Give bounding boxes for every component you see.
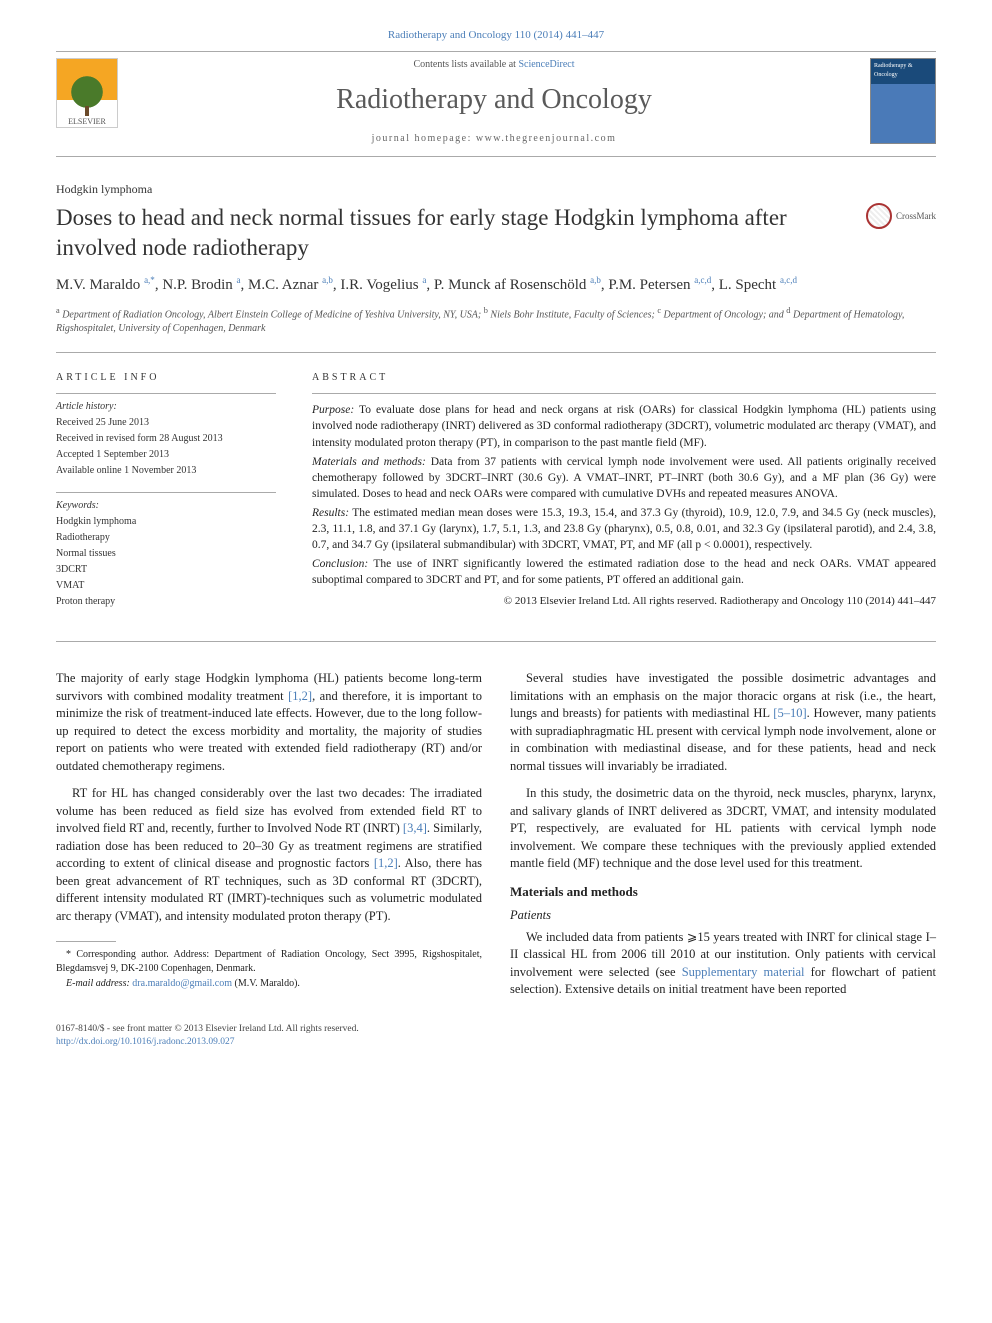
crossmark-icon	[866, 203, 892, 229]
body-paragraph: Several studies have investigated the po…	[510, 670, 936, 775]
section-heading: Materials and methods	[510, 883, 936, 901]
publisher-label: ELSEVIER	[68, 116, 106, 127]
homepage-line: journal homepage: www.thegreenjournal.co…	[132, 132, 856, 146]
authors-list: M.V. Maraldo a,*, N.P. Brodin a, M.C. Az…	[56, 274, 936, 297]
citation-line: Radiotherapy and Oncology 110 (2014) 441…	[56, 28, 936, 43]
keyword: Hodgkin lymphoma	[56, 515, 276, 529]
article-history-block: Article history: Received 25 June 2013 R…	[56, 393, 276, 478]
homepage-prefix: journal homepage:	[372, 133, 476, 144]
history-label: Article history:	[56, 400, 276, 414]
abstract-results: The estimated median mean doses were 15.…	[312, 507, 936, 551]
history-item: Received 25 June 2013	[56, 416, 276, 430]
elsevier-logo: ELSEVIER	[56, 58, 118, 128]
footnotes: * Corresponding author. Address: Departm…	[56, 948, 482, 991]
body-paragraph: In this study, the dosimetric data on th…	[510, 785, 936, 873]
keyword: Normal tissues	[56, 547, 276, 561]
contents-line: Contents lists available at ScienceDirec…	[132, 58, 856, 72]
history-item: Available online 1 November 2013	[56, 464, 276, 478]
email-label: E-mail address:	[66, 978, 130, 989]
body-paragraph: RT for HL has changed considerably over …	[56, 785, 482, 925]
journal-name: Radiotherapy and Oncology	[132, 80, 856, 119]
body-paragraph: The majority of early stage Hodgkin lymp…	[56, 670, 482, 775]
article-title: Doses to head and neck normal tissues fo…	[56, 203, 816, 262]
abstract-conclusion: The use of INRT significantly lowered th…	[312, 558, 936, 586]
email-link[interactable]: dra.maraldo@gmail.com	[132, 978, 232, 989]
keyword: 3DCRT	[56, 563, 276, 577]
article-info-heading: ARTICLE INFO	[56, 371, 276, 385]
journal-header: ELSEVIER Contents lists available at Sci…	[56, 51, 936, 156]
abstract-heading: ABSTRACT	[312, 371, 936, 385]
footnote-separator	[56, 941, 116, 942]
body-paragraph: We included data from patients ⩾15 years…	[510, 929, 936, 999]
crossmark-label: CrossMark	[896, 210, 936, 223]
front-matter-line: 0167-8140/$ - see front matter © 2013 El…	[56, 1023, 359, 1036]
sciencedirect-link[interactable]: ScienceDirect	[518, 59, 574, 70]
email-line: E-mail address: dra.maraldo@gmail.com (M…	[56, 977, 482, 991]
article-info-column: ARTICLE INFO Article history: Received 2…	[56, 371, 276, 623]
keywords-label: Keywords:	[56, 499, 276, 513]
abstract-purpose: To evaluate dose plans for head and neck…	[312, 404, 936, 448]
contents-prefix: Contents lists available at	[413, 59, 518, 70]
abstract-column: ABSTRACT Purpose: To evaluate dose plans…	[312, 371, 936, 623]
article-body: The majority of early stage Hodgkin lymp…	[56, 670, 936, 1000]
page-footer: 0167-8140/$ - see front matter © 2013 El…	[56, 1023, 936, 1050]
crossmark-badge[interactable]: CrossMark	[866, 203, 936, 229]
abstract-body: Purpose: To evaluate dose plans for head…	[312, 393, 936, 609]
abstract-copyright: © 2013 Elsevier Ireland Ltd. All rights …	[312, 594, 936, 609]
journal-header-center: Contents lists available at ScienceDirec…	[132, 58, 856, 145]
corresponding-author: * Corresponding author. Address: Departm…	[56, 948, 482, 975]
history-item: Received in revised form 28 August 2013	[56, 432, 276, 446]
journal-cover-thumbnail: Radiotherapy & Oncology	[870, 58, 936, 144]
history-item: Accepted 1 September 2013	[56, 448, 276, 462]
keyword: Radiotherapy	[56, 531, 276, 545]
keyword: VMAT	[56, 579, 276, 593]
keyword: Proton therapy	[56, 595, 276, 609]
email-suffix: (M.V. Maraldo).	[232, 978, 300, 989]
subsection-heading: Patients	[510, 907, 936, 925]
tree-icon	[67, 76, 107, 116]
homepage-url[interactable]: www.thegreenjournal.com	[476, 133, 616, 144]
article-section-label: Hodgkin lymphoma	[56, 181, 936, 198]
affiliations: a Department of Radiation Oncology, Albe…	[56, 305, 936, 353]
doi-link[interactable]: http://dx.doi.org/10.1016/j.radonc.2013.…	[56, 1037, 234, 1047]
keywords-block: Keywords: Hodgkin lymphoma Radiotherapy …	[56, 492, 276, 609]
